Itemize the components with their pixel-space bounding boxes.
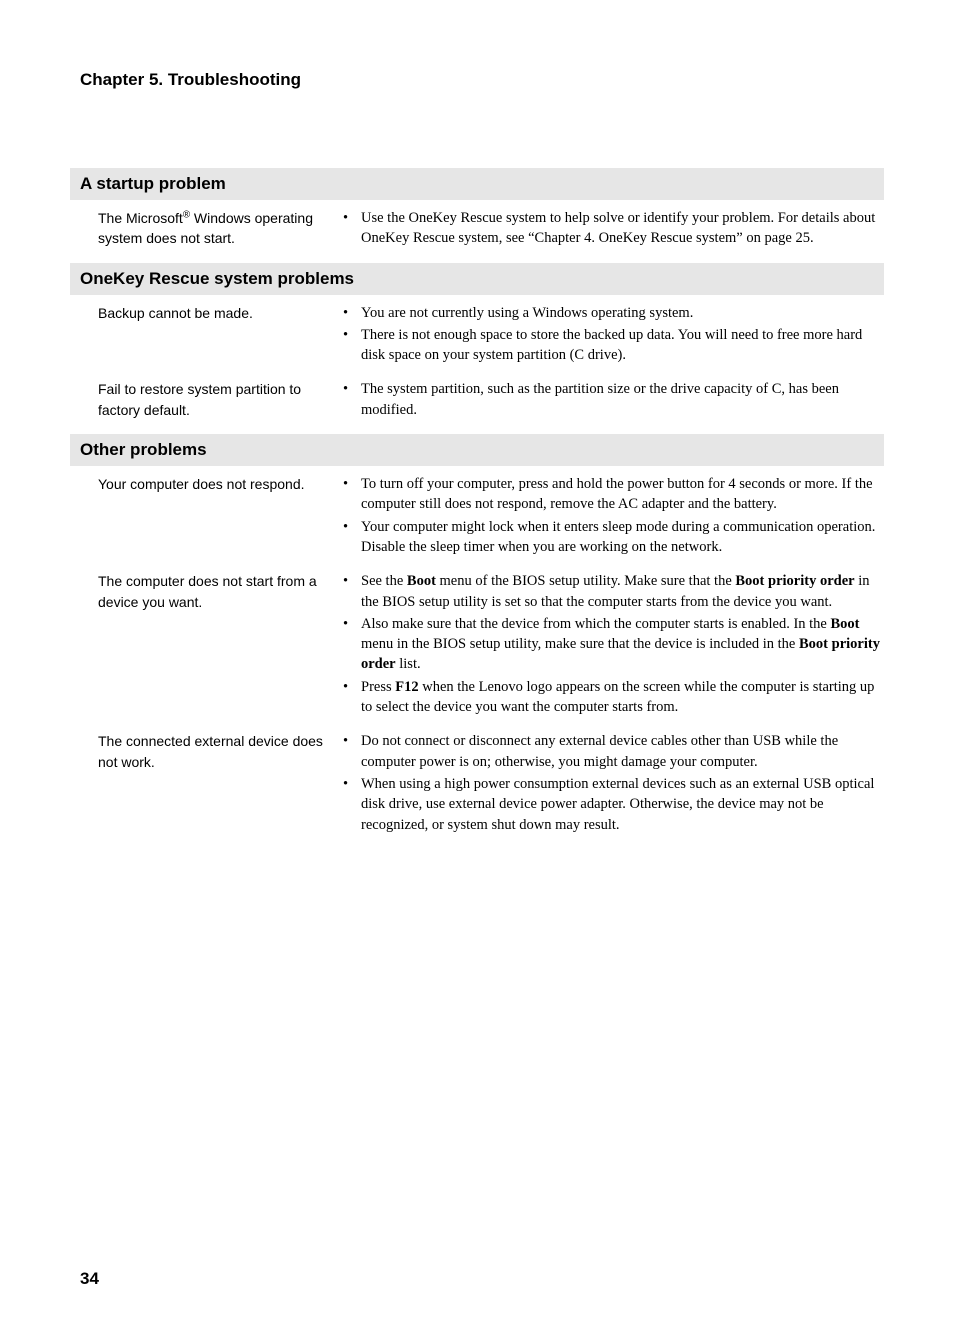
bullet-item: • Also make sure that the device from wh…	[343, 614, 884, 675]
bullet-item: • To turn off your computer, press and h…	[343, 474, 884, 515]
bullet-item: • You are not currently using a Windows …	[343, 303, 884, 323]
bullet-text: There is not enough space to store the b…	[361, 325, 884, 366]
trouble-row: Your computer does not respond. • To tur…	[98, 474, 884, 559]
symptom-text: The connected external device does not w…	[98, 731, 343, 836]
bullet-text: To turn off your computer, press and hol…	[361, 474, 884, 515]
reg-mark: ®	[183, 209, 190, 220]
bullet-icon: •	[343, 379, 361, 420]
solution-list: • You are not currently using a Windows …	[343, 303, 884, 368]
symptom-text: Fail to restore system partition to fact…	[98, 379, 343, 422]
section-header-other: Other problems	[70, 434, 884, 466]
bullet-icon: •	[343, 517, 361, 558]
trouble-row: The connected external device does not w…	[98, 731, 884, 836]
bullet-text: Also make sure that the device from whic…	[361, 614, 884, 675]
bullet-icon: •	[343, 571, 361, 612]
bullet-icon: •	[343, 614, 361, 675]
trouble-row: Backup cannot be made. • You are not cur…	[98, 303, 884, 368]
bullet-item: • The system partition, such as the part…	[343, 379, 884, 420]
section-header-startup: A startup problem	[70, 168, 884, 200]
text-pre: The Microsoft	[98, 210, 183, 226]
bullet-item: • Do not connect or disconnect any exter…	[343, 731, 884, 772]
symptom-text: The Microsoft® Windows operating system …	[98, 208, 343, 251]
solution-list: • The system partition, such as the part…	[343, 379, 884, 422]
bullet-text: Do not connect or disconnect any externa…	[361, 731, 884, 772]
bullet-text: When using a high power consumption exte…	[361, 774, 884, 835]
bullet-icon: •	[343, 325, 361, 366]
bullet-text: You are not currently using a Windows op…	[361, 303, 884, 323]
solution-list: • Use the OneKey Rescue system to help s…	[343, 208, 884, 251]
bullet-item: • Press F12 when the Lenovo logo appears…	[343, 677, 884, 718]
bullet-text: The system partition, such as the partit…	[361, 379, 884, 420]
bullet-item: • Use the OneKey Rescue system to help s…	[343, 208, 884, 249]
bullet-item: • When using a high power consumption ex…	[343, 774, 884, 835]
bullet-text: Your computer might lock when it enters …	[361, 517, 884, 558]
bullet-icon: •	[343, 677, 361, 718]
bullet-text: Press F12 when the Lenovo logo appears o…	[361, 677, 884, 718]
bullet-text: See the Boot menu of the BIOS setup util…	[361, 571, 884, 612]
bullet-icon: •	[343, 303, 361, 323]
bullet-icon: •	[343, 474, 361, 515]
bullet-item: • Your computer might lock when it enter…	[343, 517, 884, 558]
solution-list: • To turn off your computer, press and h…	[343, 474, 884, 559]
trouble-row: The Microsoft® Windows operating system …	[98, 208, 884, 251]
chapter-title: Chapter 5. Troubleshooting	[80, 70, 884, 90]
bullet-icon: •	[343, 208, 361, 249]
bullet-icon: •	[343, 731, 361, 772]
bullet-text: Use the OneKey Rescue system to help sol…	[361, 208, 884, 249]
bullet-item: • See the Boot menu of the BIOS setup ut…	[343, 571, 884, 612]
section-header-onekey: OneKey Rescue system problems	[70, 263, 884, 295]
bullet-item: • There is not enough space to store the…	[343, 325, 884, 366]
page-number: 34	[80, 1269, 99, 1289]
solution-list: • Do not connect or disconnect any exter…	[343, 731, 884, 836]
symptom-text: Backup cannot be made.	[98, 303, 343, 368]
symptom-text: The computer does not start from a devic…	[98, 571, 343, 719]
bullet-icon: •	[343, 774, 361, 835]
trouble-row: Fail to restore system partition to fact…	[98, 379, 884, 422]
symptom-text: Your computer does not respond.	[98, 474, 343, 559]
solution-list: • See the Boot menu of the BIOS setup ut…	[343, 571, 884, 719]
trouble-row: The computer does not start from a devic…	[98, 571, 884, 719]
